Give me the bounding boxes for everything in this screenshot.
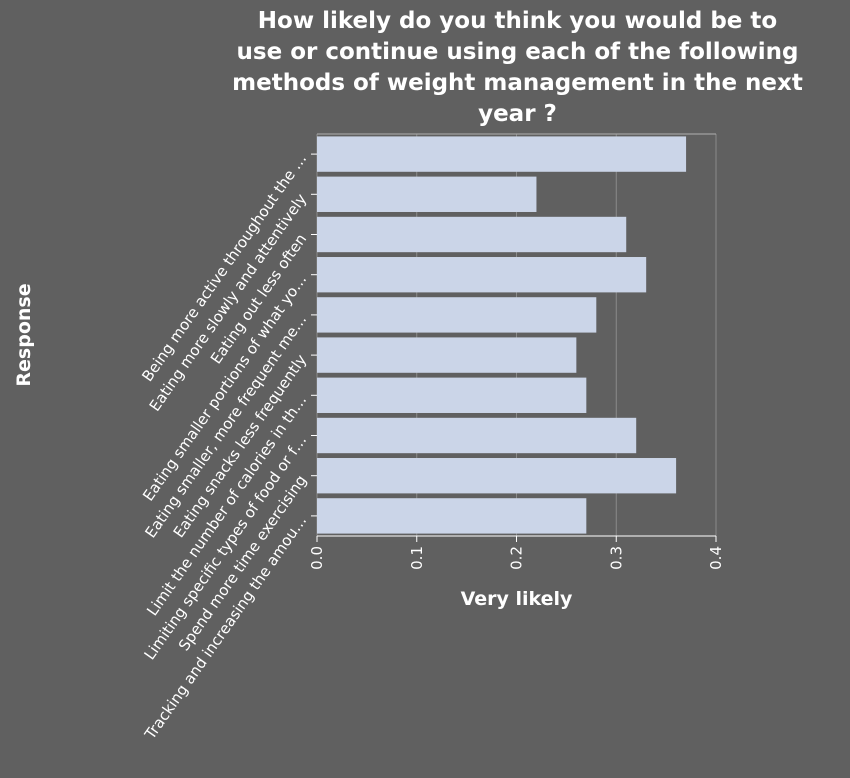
chart-title-line-1: How likely do you think you would be to (257, 8, 778, 34)
chart-title-line-3: methods of weight management in the next (232, 70, 803, 96)
bar (317, 377, 587, 413)
x-tick-label: 0.2 (508, 546, 526, 570)
y-axis-title: Response (13, 283, 35, 386)
chart-title-line-2: use or continue using each of the follow… (236, 39, 799, 65)
x-tick-label: 0.1 (408, 546, 426, 570)
bar (317, 257, 647, 293)
bar (317, 417, 637, 454)
chart-title: How likely do you think you would be to … (185, 6, 850, 130)
bar (317, 216, 627, 253)
bar (317, 458, 677, 494)
x-axis-title: Very likely (461, 588, 573, 610)
bar (317, 136, 687, 172)
bar (317, 176, 537, 212)
chart-title-line-4: year ? (478, 101, 557, 127)
bars (317, 136, 687, 534)
bar (317, 297, 597, 333)
bar (317, 337, 577, 373)
x-tick-label: 0.4 (707, 546, 725, 570)
x-tick-label: 0.0 (308, 546, 326, 570)
bar (317, 498, 587, 534)
x-tick-label: 0.3 (607, 546, 625, 570)
